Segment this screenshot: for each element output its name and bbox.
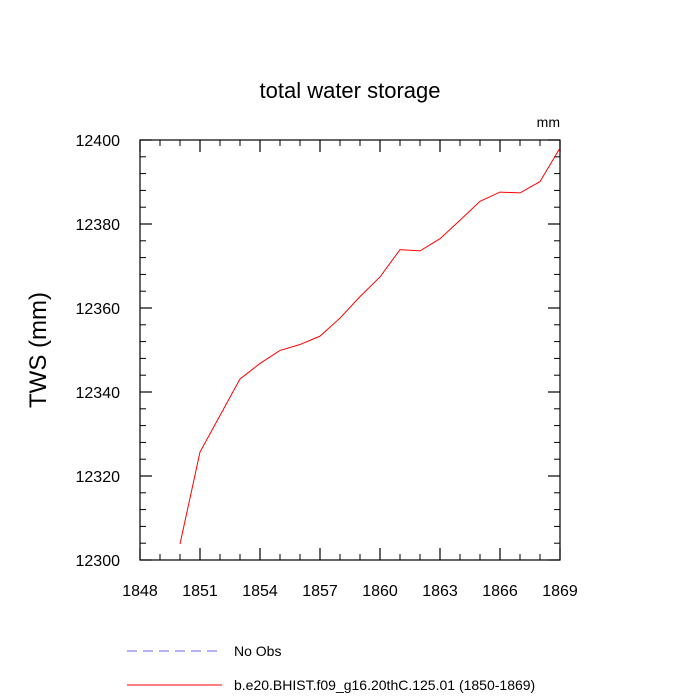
y-tick-label: 12360 <box>76 301 121 318</box>
axis-tick-labels: 1848 1851 1854 1857 1860 1863 1866 1869 12300 123… <box>76 133 578 600</box>
legend-label-model-run: b.e20.BHIST.f09_g16.20thC.125.01 (1850-1… <box>234 677 535 693</box>
x-tick-label: 1869 <box>542 583 578 600</box>
y-tick-label: 12300 <box>76 553 121 570</box>
y-tick-label: 12400 <box>76 133 121 150</box>
x-tick-label: 1851 <box>182 583 218 600</box>
legend-label-no-obs: No Obs <box>234 643 281 659</box>
x-tick-label: 1866 <box>482 583 518 600</box>
y-axis-label: TWS (mm) <box>25 292 52 408</box>
units-label: mm <box>537 114 560 130</box>
x-tick-label: 1860 <box>362 583 398 600</box>
series-lines <box>179 147 561 545</box>
x-tick-label: 1863 <box>422 583 458 600</box>
legend: No Obs b.e20.BHIST.f09_g16.20thC.125.01 … <box>127 643 535 693</box>
axis-ticks <box>139 139 561 561</box>
x-tick-label: 1857 <box>302 583 338 600</box>
series-line-1 <box>179 147 561 545</box>
y-tick-label: 12320 <box>76 469 121 486</box>
plot-frame <box>139 139 561 561</box>
x-tick-label: 1854 <box>242 583 278 600</box>
y-tick-label: 12340 <box>76 385 121 402</box>
x-tick-label: 1848 <box>122 583 158 600</box>
y-tick-label: 12380 <box>76 217 121 234</box>
chart-title: total water storage <box>260 78 441 103</box>
